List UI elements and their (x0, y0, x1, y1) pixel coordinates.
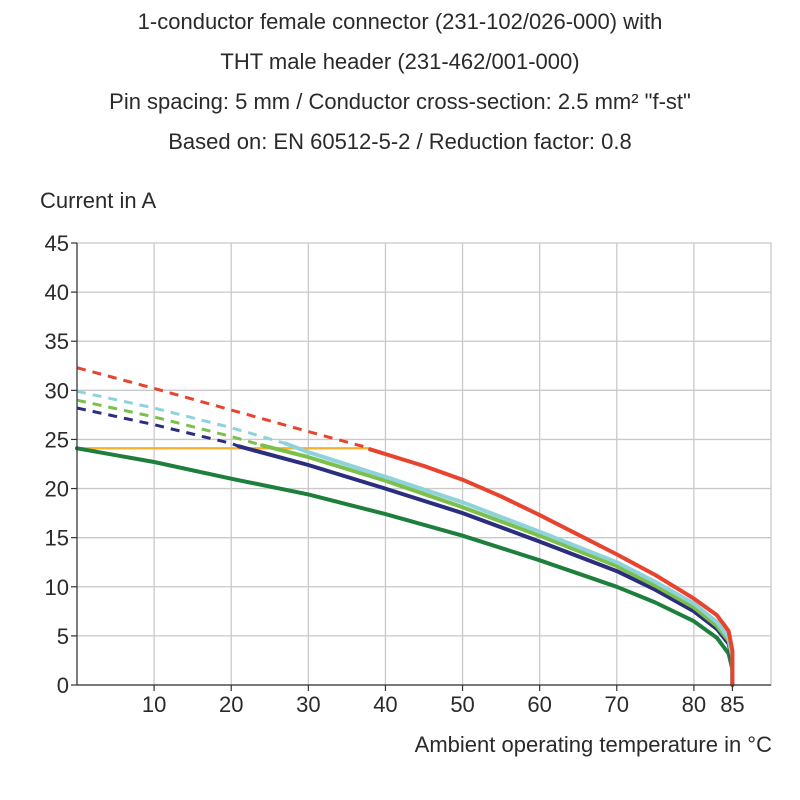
x-axis-label: Ambient operating temperature in °C (415, 732, 772, 757)
x-tick-label-20: 20 (219, 692, 243, 717)
y-tick-label-5: 5 (57, 624, 69, 649)
y-tick-label-0: 0 (57, 673, 69, 698)
chart-title-line-3: Pin spacing: 5 mm / Conductor cross-sect… (109, 89, 691, 114)
series-3 (76, 398, 735, 687)
series-6-solid-line (75, 446, 735, 687)
x-tick-label-80: 80 (682, 692, 706, 717)
series-3-solid-line (260, 443, 735, 687)
series-4 (76, 406, 735, 687)
x-tick-label-60: 60 (527, 692, 551, 717)
y-axis-label: Current in A (40, 188, 156, 213)
series-2-dashed-line (76, 389, 286, 445)
series-4-solid-line (236, 444, 735, 687)
chart-axes: Current in A Ambient operating temperatu… (40, 188, 772, 757)
chart-title-line-2: THT male header (231-462/001-000) (220, 49, 580, 74)
series-4-dashed-line (76, 406, 240, 448)
chart-title-line-1: 1-conductor female connector (231-102/02… (137, 9, 663, 34)
x-tick-label-30: 30 (296, 692, 320, 717)
y-tick-label-30: 30 (45, 378, 69, 403)
chart-title-block: 1-conductor female connector (231-102/02… (0, 2, 800, 162)
y-tick-label-45: 45 (45, 231, 69, 256)
series-1-dashed-line (76, 366, 371, 450)
y-tick-label-20: 20 (45, 477, 69, 502)
x-tick-label-40: 40 (373, 692, 397, 717)
series-6 (75, 446, 735, 687)
chart-series-group (75, 366, 735, 687)
series-3-dashed-line (76, 398, 263, 447)
x-tick-label-50: 50 (450, 692, 474, 717)
y-tick-label-25: 25 (45, 427, 69, 452)
series-1 (76, 366, 735, 687)
chart-title-line-4: Based on: EN 60512-5-2 / Reduction facto… (168, 129, 632, 154)
series-1-solid-line (368, 447, 735, 687)
y-tick-label-10: 10 (45, 575, 69, 600)
x-tick-label-70: 70 (605, 692, 629, 717)
y-tick-label-40: 40 (45, 280, 69, 305)
y-tick-label-35: 35 (45, 329, 69, 354)
x-tick-label-85: 85 (720, 692, 744, 717)
x-tick-label-10: 10 (142, 692, 166, 717)
y-tick-label-15: 15 (45, 526, 69, 551)
